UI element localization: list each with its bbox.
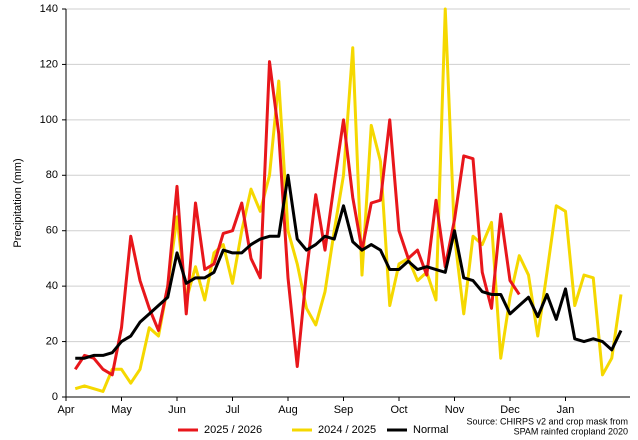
x-tick-label: Nov	[445, 404, 465, 416]
source-note: Source: CHIRPS v2 and crop mask from	[466, 416, 628, 426]
y-tick-label: 140	[40, 3, 58, 15]
y-axis-label: Precipitation (mm)	[12, 158, 24, 247]
legend-label: Normal	[413, 424, 448, 436]
y-tick-label: 60	[46, 225, 58, 237]
series-line	[74, 7, 623, 393]
x-tick-label: Jul	[225, 404, 239, 416]
x-tick-label: Jun	[168, 404, 186, 416]
x-tick-label: Dec	[500, 404, 520, 416]
legend-label: 2024 / 2025	[318, 424, 376, 436]
x-tick-label: Oct	[390, 404, 407, 416]
y-tick-label: 0	[52, 391, 58, 403]
y-tick-label: 80	[46, 169, 58, 181]
y-tick-label: 20	[46, 335, 58, 347]
x-tick-label: May	[111, 404, 132, 416]
y-tick-label: 120	[40, 58, 58, 70]
y-tick-label: 40	[46, 280, 58, 292]
legend-label: 2025 / 2026	[204, 424, 262, 436]
y-tick-label: 100	[40, 114, 58, 126]
series-line	[75, 173, 623, 360]
x-tick-label: Apr	[57, 404, 74, 416]
source-note: SPAM rainfed cropland 2020	[514, 426, 628, 436]
x-tick-label: Sep	[334, 404, 354, 416]
x-tick-label: Jan	[557, 404, 575, 416]
x-tick-label: Aug	[278, 404, 298, 416]
